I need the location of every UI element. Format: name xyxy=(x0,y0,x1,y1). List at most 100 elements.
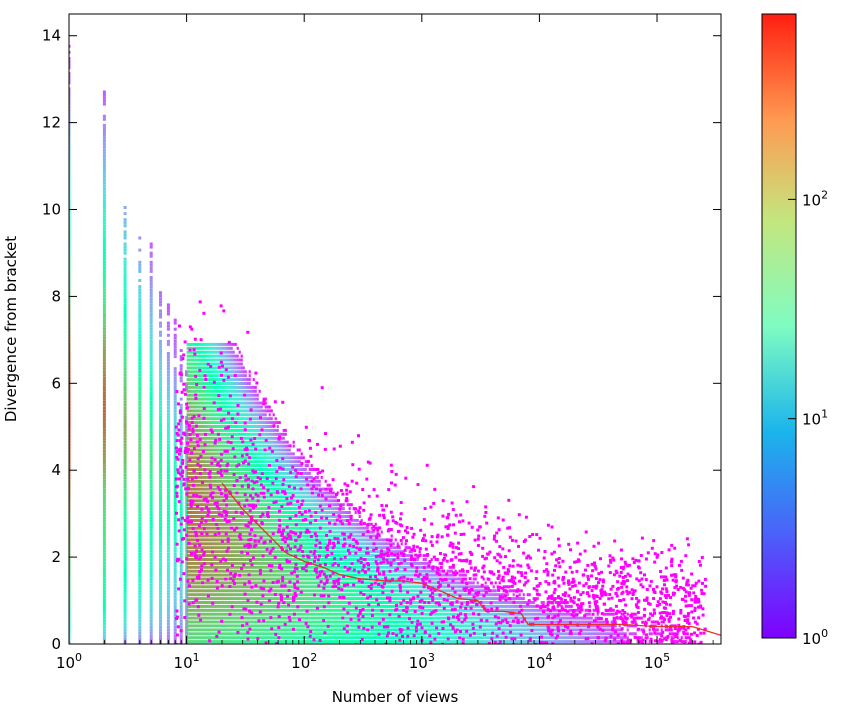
heatmap-cell xyxy=(232,358,235,362)
heatmap-cell xyxy=(254,456,257,460)
heatmap-cell xyxy=(290,558,293,561)
heatmap-cell xyxy=(250,616,253,620)
heatmap-cell xyxy=(280,542,283,546)
heatmap-cell xyxy=(236,534,239,538)
heatmap-cell xyxy=(102,385,106,389)
heatmap-cell xyxy=(214,487,217,491)
heatmap-cell xyxy=(166,361,170,365)
heatmap-cell xyxy=(290,581,293,585)
heatmap-cell xyxy=(252,448,255,452)
heatmap-cell xyxy=(200,389,203,393)
heatmap-cell xyxy=(206,440,209,444)
heatmap-cell xyxy=(248,597,251,601)
heatmap-cell xyxy=(274,428,277,432)
heatmap-cell xyxy=(292,601,295,604)
heatmap-cell xyxy=(166,391,170,395)
heatmap-cell xyxy=(69,409,71,413)
heatmap-cell xyxy=(206,640,209,644)
heatmap-cell xyxy=(268,511,271,514)
heatmap-cell xyxy=(284,479,287,483)
heatmap-cell xyxy=(102,245,106,249)
heatmap-cell xyxy=(188,393,191,397)
heatmap-cell xyxy=(224,471,227,475)
heatmap-cell xyxy=(188,378,191,382)
heatmap-cell xyxy=(250,577,253,581)
heatmap-cell xyxy=(290,561,293,565)
heatmap-cell xyxy=(194,487,197,491)
heatmap-cell xyxy=(102,425,106,428)
heatmap-cell xyxy=(138,303,142,307)
heatmap-cell xyxy=(194,526,197,530)
heatmap-cell xyxy=(268,640,271,644)
heatmap-cell xyxy=(222,616,225,620)
heatmap-cell xyxy=(230,354,233,358)
heatmap-cell xyxy=(242,405,245,409)
heatmap-cell xyxy=(282,479,285,483)
heatmap-cell xyxy=(284,515,287,518)
heatmap-cell xyxy=(69,57,71,60)
heatmap-cell xyxy=(270,432,273,436)
heatmap-cell xyxy=(123,242,127,246)
heatmap-cell xyxy=(208,499,211,503)
heatmap-cell xyxy=(240,389,243,393)
heatmap-cell xyxy=(192,491,195,495)
heatmap-cell xyxy=(250,405,253,409)
heatmap-cell xyxy=(270,428,273,432)
heatmap-cell xyxy=(232,421,235,425)
heatmap-cell xyxy=(212,471,215,475)
heatmap-cell xyxy=(260,608,263,612)
heatmap-cell xyxy=(230,464,233,468)
heatmap-cell xyxy=(238,413,241,417)
heatmap-cell xyxy=(198,389,201,393)
heatmap-cell xyxy=(198,499,201,503)
heatmap-cell xyxy=(192,585,195,589)
heatmap-cell xyxy=(69,78,71,82)
heatmap-cell xyxy=(214,483,217,487)
heatmap-cell xyxy=(159,321,162,325)
heatmap-cell xyxy=(69,166,71,170)
heatmap-cell xyxy=(208,554,211,558)
heatmap-cell xyxy=(149,391,153,395)
heatmap-cell xyxy=(179,592,183,596)
heatmap-cell xyxy=(262,468,265,471)
heatmap-cell xyxy=(238,350,241,354)
heatmap-cell xyxy=(276,640,279,644)
heatmap-cell xyxy=(194,452,197,456)
heatmap-cell xyxy=(222,640,225,644)
heatmap-cell xyxy=(210,378,213,382)
heatmap-cell xyxy=(123,388,127,392)
heatmap-cell xyxy=(264,507,267,511)
heatmap-cell xyxy=(166,400,170,404)
heatmap-cell xyxy=(166,370,170,374)
heatmap-cell xyxy=(69,93,71,97)
heatmap-cell xyxy=(274,448,277,452)
heatmap-cell xyxy=(190,440,193,444)
heatmap-cell xyxy=(202,401,205,405)
heatmap-cell xyxy=(242,620,245,624)
heatmap-cell xyxy=(288,495,291,499)
heatmap-cell xyxy=(256,428,259,432)
heatmap-cell xyxy=(230,546,233,550)
heatmap-cell xyxy=(224,522,227,526)
heatmap-cell xyxy=(149,403,153,407)
heatmap-cell xyxy=(270,440,273,444)
heatmap-cell xyxy=(220,405,223,409)
heatmap-cell xyxy=(260,534,263,538)
heatmap-cell xyxy=(179,631,183,635)
heatmap-cell xyxy=(208,413,211,417)
heatmap-cell xyxy=(278,507,281,511)
heatmap-cell xyxy=(210,397,213,401)
heatmap-cell xyxy=(159,528,162,532)
heatmap-cell xyxy=(102,349,106,352)
heatmap-cell xyxy=(216,452,219,456)
heatmap-cell xyxy=(69,373,71,377)
heatmap-cell xyxy=(246,421,249,425)
heatmap-cell xyxy=(198,460,201,464)
heatmap-cell xyxy=(159,379,162,383)
heatmap-cell xyxy=(270,421,273,425)
heatmap-cell xyxy=(138,546,142,550)
heatmap-cell xyxy=(220,401,223,405)
heatmap-cell xyxy=(159,564,162,568)
heatmap-cell xyxy=(278,479,281,483)
heatmap-cell xyxy=(224,417,227,421)
